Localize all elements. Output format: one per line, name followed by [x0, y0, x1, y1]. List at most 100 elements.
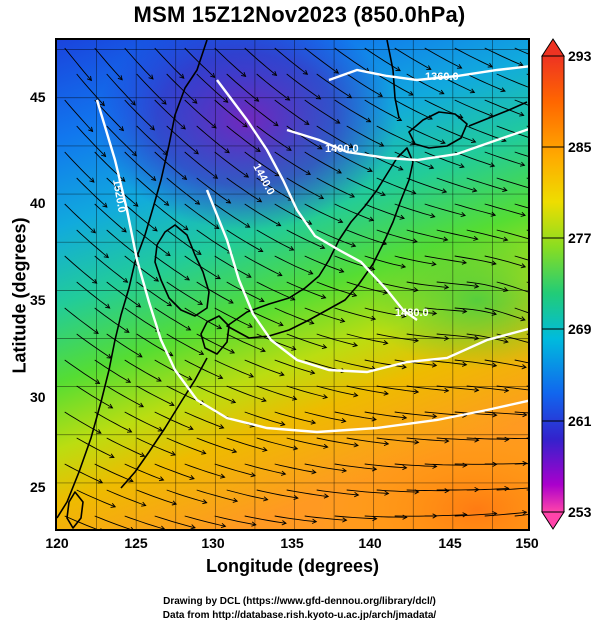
- streamline: [376, 125, 415, 145]
- streamline-arrow: [444, 488, 450, 494]
- streamline-arrow: [110, 503, 117, 508]
- streamline-arrow: [194, 199, 201, 205]
- streamline: [454, 411, 497, 416]
- streamline: [124, 411, 163, 432]
- streamline: [184, 203, 220, 229]
- streamline: [64, 359, 100, 384]
- streamline: [244, 255, 282, 277]
- streamline: [244, 411, 285, 426]
- streamline-arrow: [189, 475, 195, 480]
- streamline: [94, 203, 127, 233]
- streamline: [226, 73, 259, 102]
- streamline: [424, 255, 467, 264]
- streamline-arrow: [348, 143, 354, 148]
- streamline: [484, 307, 526, 321]
- streamline-arrow: [474, 387, 480, 393]
- streamline: [256, 177, 293, 201]
- streamline-arrow: [224, 148, 230, 154]
- streamline: [406, 489, 449, 492]
- streamline: [346, 489, 389, 494]
- streamline-arrow: [184, 275, 190, 281]
- streamline: [466, 333, 509, 343]
- x-tick-150: 150: [515, 535, 539, 551]
- streamline-arrow: [341, 418, 347, 424]
- streamline: [346, 125, 384, 147]
- streamline: [304, 203, 343, 223]
- streamline-arrow: [291, 345, 297, 351]
- streamline: [274, 515, 317, 523]
- streamline-arrow: [459, 163, 465, 169]
- streamline-arrow: [158, 476, 165, 482]
- streamline: [166, 73, 198, 104]
- streamline: [304, 463, 347, 472]
- streamline: [364, 463, 407, 469]
- streamline-arrow: [456, 64, 463, 69]
- streamline-arrow: [259, 297, 265, 303]
- streamline-arrow: [333, 68, 340, 74]
- streamline: [106, 489, 146, 506]
- streamline: [154, 203, 189, 231]
- colorbar-tick-261: 261: [568, 413, 592, 429]
- streamline-arrow: [380, 191, 386, 197]
- streamline-arrow: [192, 98, 198, 104]
- x-tick-145: 145: [438, 535, 462, 551]
- streamline-arrow: [382, 289, 389, 295]
- streamline-arrow: [141, 501, 147, 507]
- streamline-arrow: [518, 61, 524, 67]
- streamline: [106, 73, 136, 106]
- streamline: [376, 333, 419, 342]
- streamline-arrow: [220, 522, 227, 529]
- streamline: [64, 515, 98, 529]
- streamline: [514, 47, 528, 55]
- streamline: [256, 281, 295, 301]
- streamline: [424, 203, 466, 216]
- streamline: [334, 99, 371, 123]
- contour-1480: [205, 189, 528, 374]
- streamline: [304, 151, 342, 174]
- streamline-arrow: [193, 149, 199, 155]
- streamline: [184, 255, 221, 279]
- streamline-arrow: [179, 73, 185, 79]
- streamline: [226, 333, 266, 352]
- streamline: [364, 255, 406, 268]
- streamline: [214, 307, 253, 328]
- streamline-arrow: [271, 71, 278, 76]
- streamline: [286, 333, 327, 349]
- streamline: [334, 515, 377, 520]
- y-tick-40: 40: [30, 195, 46, 211]
- streamline: [424, 307, 467, 312]
- streamline: [364, 203, 405, 219]
- streamline-arrow: [149, 125, 155, 131]
- streamline: [316, 333, 358, 347]
- streamline: [154, 463, 195, 480]
- x-axis-label: Longitude (degrees): [205, 556, 379, 576]
- streamline: [64, 99, 93, 132]
- streamline: [334, 47, 370, 73]
- streamline-arrow: [472, 187, 478, 193]
- streamline-arrow: [281, 520, 287, 526]
- streamline: [304, 47, 339, 74]
- streamline: [106, 281, 141, 308]
- streamline: [286, 489, 329, 497]
- streamline: [136, 229, 171, 256]
- streamline: [76, 125, 106, 157]
- streamline: [76, 385, 113, 409]
- streamline-arrow: [349, 193, 356, 198]
- streamline: [484, 255, 526, 268]
- streamline: [94, 307, 130, 333]
- streamline: [466, 281, 508, 292]
- streamline: [484, 359, 527, 368]
- streamline: [214, 463, 256, 477]
- streamline-arrow: [469, 88, 476, 94]
- streamline-arrow: [245, 222, 251, 228]
- streamline-arrow: [138, 402, 145, 408]
- streamline: [154, 307, 191, 331]
- streamline-arrow: [211, 123, 217, 129]
- streamline-arrow: [231, 448, 238, 454]
- streamline-arrow: [216, 324, 223, 330]
- streamline: [106, 229, 140, 258]
- streamline-arrow: [126, 427, 133, 433]
- streamline-arrow: [88, 126, 94, 133]
- streamline: [424, 359, 467, 366]
- streamline-arrow: [170, 451, 176, 456]
